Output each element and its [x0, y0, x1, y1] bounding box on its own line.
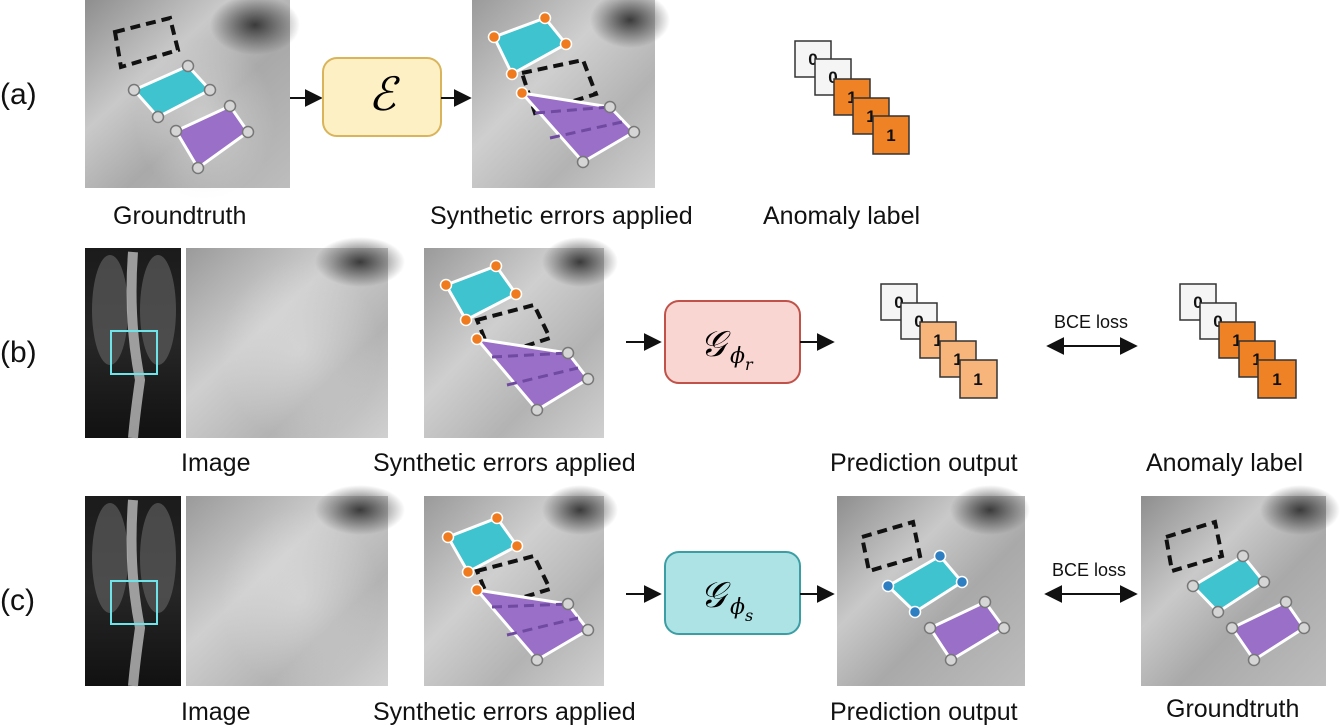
synthetic-errors-crop-c	[424, 485, 618, 686]
anomaly-label-stack-a: 0 0 1 1 1	[794, 40, 910, 155]
svg-text:1: 1	[1272, 370, 1281, 389]
svg-text:1: 1	[886, 126, 895, 145]
caption-image-b: Image	[181, 449, 250, 477]
full-xray-c	[85, 496, 181, 687]
synthetic-errors-crop-a	[472, 0, 670, 188]
model-box-g-r: 𝒢 ϕ r	[664, 300, 801, 384]
svg-text:0: 0	[894, 293, 903, 312]
row-label-c: (c)	[0, 584, 35, 617]
svg-text:1: 1	[1232, 331, 1241, 350]
full-xray-b	[85, 248, 181, 439]
svg-text:ϕ: ϕ	[730, 344, 745, 369]
prediction-crop-c	[837, 485, 1030, 686]
bce-loss-label-b: BCE loss	[1054, 312, 1128, 332]
groundtruth-crop-a	[85, 0, 300, 200]
caption-synthetic-b: Synthetic errors applied	[373, 449, 636, 477]
row-label-a: (a)	[0, 78, 37, 111]
missing-vertebra-box	[112, 15, 181, 70]
groundtruth-crop-c	[1141, 485, 1340, 686]
roi-box	[110, 580, 158, 625]
svg-text:1: 1	[973, 370, 982, 389]
bce-loss-label-c: BCE loss	[1052, 560, 1126, 580]
caption-image-c: Image	[181, 698, 250, 726]
error-function-box: ℰ	[322, 57, 442, 137]
roi-box	[110, 330, 158, 375]
svg-text:1: 1	[847, 88, 856, 107]
caption-prediction-c: Prediction output	[830, 698, 1018, 726]
caption-synthetic-a: Synthetic errors applied	[430, 202, 693, 230]
prediction-stack-b: 0 0 1 1 1	[880, 283, 998, 399]
svg-text:1: 1	[1252, 350, 1261, 369]
caption-groundtruth-a: Groundtruth	[113, 202, 246, 230]
caption-anomaly-a: Anomaly label	[763, 202, 920, 230]
svg-text:ϕ: ϕ	[730, 595, 745, 620]
svg-text:0: 0	[914, 312, 923, 331]
svg-text:0: 0	[808, 50, 817, 69]
synthetic-errors-crop-b	[424, 237, 618, 438]
svg-text:r: r	[745, 355, 754, 374]
caption-anomaly-b: Anomaly label	[1146, 449, 1303, 477]
svg-text:1: 1	[953, 350, 962, 369]
svg-text:s: s	[745, 606, 753, 625]
row-label-b: (b)	[0, 336, 37, 369]
error-symbol: ℰ	[368, 67, 400, 121]
anomaly-label-stack-b: 0 0 1 1 1	[1179, 283, 1297, 399]
caption-prediction-b: Prediction output	[830, 449, 1018, 477]
caption-synthetic-c: Synthetic errors applied	[373, 698, 636, 726]
image-crop-c	[186, 485, 405, 688]
image-crop-b	[186, 237, 405, 440]
caption-groundtruth-c: Groundtruth	[1166, 695, 1299, 723]
svg-text:1: 1	[866, 107, 875, 126]
svg-text:0: 0	[1213, 312, 1222, 331]
svg-text:0: 0	[828, 68, 837, 87]
model-box-g-s: 𝒢 ϕ s	[664, 551, 801, 635]
svg-text:1: 1	[933, 331, 942, 350]
svg-text:0: 0	[1193, 293, 1202, 312]
